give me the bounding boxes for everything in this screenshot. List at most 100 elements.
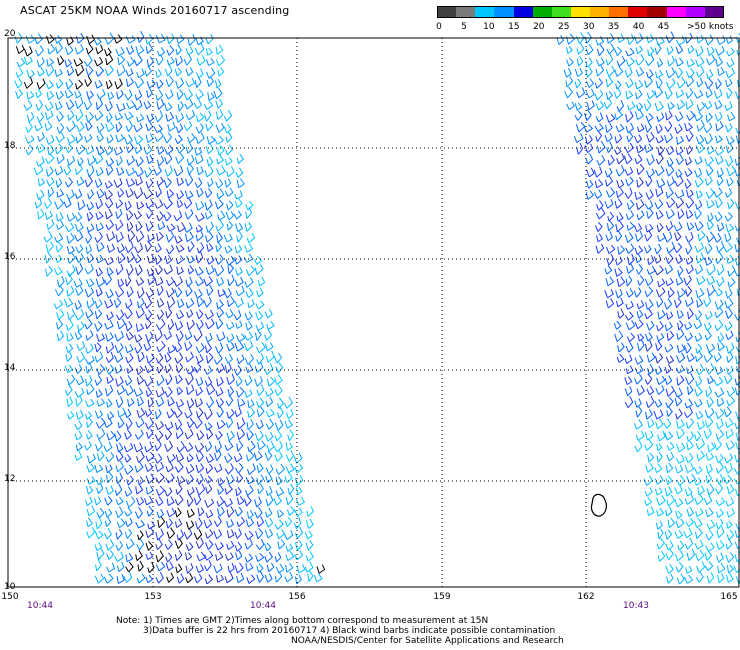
wind-barb [54, 35, 63, 44]
wind-barb [185, 77, 196, 88]
wind-barb [686, 365, 694, 374]
wind-barb [637, 123, 645, 133]
wind-barb [695, 310, 703, 321]
wind-barb [715, 155, 724, 165]
wind-barb [55, 212, 64, 222]
wind-barb [635, 66, 645, 77]
wind-barb [63, 164, 72, 176]
wind-barb [153, 166, 163, 176]
wind-barb [694, 527, 703, 539]
wind-barb [625, 47, 635, 57]
wind-barb [593, 166, 603, 178]
wind-barb [165, 111, 175, 122]
wind-barb [136, 407, 146, 419]
wind-barb [164, 254, 173, 265]
wind-barb [55, 78, 64, 89]
wind-barb [227, 385, 235, 397]
wind-barb [215, 397, 225, 408]
wind-barb [206, 383, 216, 396]
wind-barb [707, 46, 715, 56]
wind-barb [195, 342, 205, 354]
wind-barb [666, 157, 674, 167]
wind-barb [234, 407, 242, 418]
wind-barb [664, 363, 672, 374]
wind-barb [224, 440, 234, 452]
wind-barb [664, 343, 674, 353]
wind-barb [45, 166, 54, 177]
wind-barb [56, 318, 64, 330]
wind-barb [114, 112, 124, 121]
wind-barb [117, 278, 125, 288]
wind-barb [163, 132, 173, 144]
wind-barb [106, 231, 116, 242]
wind-barb [56, 330, 65, 342]
wind-barb [636, 309, 644, 319]
wind-barb [227, 263, 235, 275]
wind-barb [104, 516, 112, 527]
wind-barb [657, 430, 666, 442]
wind-barb [96, 88, 106, 100]
wind-barb [603, 97, 613, 110]
wind-barb [37, 177, 46, 187]
wind-barb [674, 529, 684, 539]
wind-barb [56, 153, 65, 164]
wind-barb [145, 33, 154, 45]
wind-barb [275, 563, 285, 574]
wind-barb [235, 387, 245, 398]
wind-barb [194, 573, 203, 584]
wind-barb [624, 232, 634, 243]
wind-barb [566, 45, 573, 54]
wind-barb [124, 408, 132, 418]
wind-barb [677, 99, 686, 110]
wind-barb [684, 493, 695, 505]
wind-barb [195, 353, 204, 364]
wind-barb [145, 473, 155, 484]
wind-barb [146, 88, 153, 98]
wind-barb [136, 573, 146, 584]
wind-barb [165, 89, 174, 100]
wind-barb [714, 439, 723, 451]
wind-barb [154, 461, 165, 472]
wind-barb [633, 419, 644, 430]
wind-barb [705, 88, 713, 99]
wind-barb [706, 275, 716, 286]
wind-barb [676, 419, 685, 429]
wind-barb [686, 548, 696, 561]
wind-barb [634, 223, 643, 233]
wind-barb [224, 572, 234, 584]
wind-barb [684, 321, 693, 331]
wind-barb [166, 507, 176, 518]
wind-barb [74, 222, 84, 232]
wind-barb [54, 166, 64, 176]
wind-barb [124, 385, 134, 396]
wind-barb [176, 143, 186, 154]
wind-barb [184, 442, 194, 453]
wind-barb [66, 332, 74, 342]
wind-barb [204, 166, 214, 178]
wind-barb [254, 506, 263, 519]
wind-barb [44, 210, 53, 220]
wind-barb [75, 285, 84, 296]
wind-barb [146, 353, 155, 364]
wind-barb [164, 352, 172, 363]
wind-barb [116, 573, 125, 584]
wind-barb [246, 232, 256, 244]
wind-barb [146, 505, 154, 517]
wind-barb [695, 56, 705, 68]
wind-barb [95, 517, 103, 530]
wind-barb [193, 418, 203, 429]
wind-barb [646, 34, 655, 44]
wind-barb [186, 154, 195, 166]
wind-barb [164, 153, 173, 165]
wind-barb [154, 276, 164, 287]
wind-barb [125, 276, 132, 287]
wind-barb [634, 134, 643, 144]
wind-barb [126, 221, 134, 232]
wind-barb [676, 428, 685, 440]
wind-barb [166, 453, 176, 463]
colorbar-label: 15 [508, 22, 520, 32]
wind-barb [717, 264, 725, 276]
wind-barb [645, 395, 655, 409]
wind-barb [695, 252, 705, 264]
wind-barb [196, 319, 204, 330]
